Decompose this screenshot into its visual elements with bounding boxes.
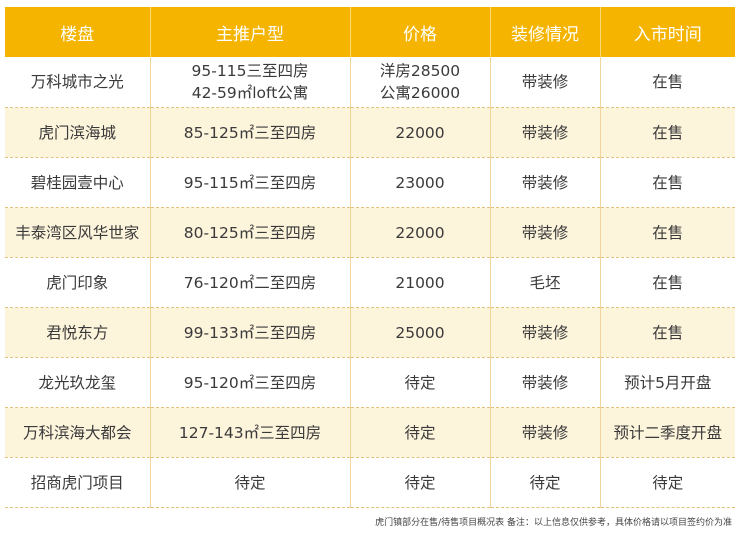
- header-project: 楼盘: [5, 7, 151, 57]
- cell-decoration: 带装修: [490, 57, 601, 108]
- header-layout: 主推户型: [150, 7, 351, 57]
- footnote: 虎门镇部分在售/待售项目概况表 备注：以上信息仅供参考，具体价格请以项目签约价为…: [375, 518, 732, 528]
- table-row: 碧桂园壹中心 95-115㎡三至四房 23000 带装修 在售: [5, 157, 735, 208]
- header-decoration: 装修情况: [490, 7, 601, 57]
- project-table: 楼盘 主推户型 价格 装修情况 入市时间 万科城市之光 95-115三至四房 42-…: [5, 7, 735, 508]
- table-row: 丰泰湾区风华世家 80-125㎡三至四房 22000 带装修 在售: [5, 207, 735, 258]
- cell-decoration: 带装修: [490, 407, 601, 458]
- cell-layout: 85-125㎡三至四房: [150, 107, 351, 158]
- cell-decoration: 带装修: [490, 157, 601, 208]
- cell-project-name: 万科滨海大都会: [5, 407, 151, 458]
- table-row: 万科城市之光 95-115三至四房 42-59㎡loft公寓 洋房28500 公寓260…: [5, 57, 735, 108]
- cell-project-name: 虎门印象: [5, 257, 151, 308]
- cell-project-name: 虎门滨海城: [5, 107, 151, 158]
- header-launch: 入市时间: [600, 7, 735, 57]
- table-body: 万科城市之光 95-115三至四房 42-59㎡loft公寓 洋房28500 公寓260…: [5, 57, 735, 508]
- cell-price-line: 洋房28500: [379, 62, 461, 80]
- cell-project-name: 丰泰湾区风华世家: [5, 207, 151, 258]
- table-header: 楼盘 主推户型 价格 装修情况 入市时间: [5, 7, 735, 57]
- cell-layout: 99-133㎡三至四房: [150, 307, 351, 358]
- table-row: 龙光玖龙玺 95-120㎡三至四房 待定 带装修 预计5月开盘: [5, 357, 735, 408]
- cell-layout-line: 85-125㎡三至四房: [183, 123, 317, 142]
- cell-project-name: 招商虎门项目: [5, 457, 151, 508]
- cell-layout-line: 80-125㎡三至四房: [183, 223, 317, 242]
- cell-decoration: 带装修: [490, 307, 601, 358]
- cell-layout: 95-115三至四房 42-59㎡loft公寓: [150, 57, 351, 108]
- cell-price: 21000: [350, 257, 491, 308]
- table-row: 虎门印象 76-120㎡二至四房 21000 毛坯 在售: [5, 257, 735, 308]
- cell-project-name: 万科城市之光: [5, 57, 151, 108]
- cell-price-line: 25000: [395, 323, 445, 342]
- cell-layout-line: 127-143㎡三至四房: [178, 423, 322, 442]
- cell-price: 待定: [350, 357, 491, 408]
- cell-decoration: 待定: [490, 457, 601, 508]
- cell-price-line: 23000: [395, 173, 445, 192]
- cell-layout-line: 95-115三至四房: [191, 62, 309, 80]
- cell-decoration: 带装修: [490, 207, 601, 258]
- cell-price: 待定: [350, 457, 491, 508]
- cell-price: 洋房28500 公寓26000: [350, 57, 491, 108]
- cell-price-line: 22000: [395, 123, 445, 142]
- cell-layout-line: 99-133㎡三至四房: [183, 323, 317, 342]
- cell-launch: 在售: [600, 157, 735, 208]
- cell-decoration: 毛坯: [490, 257, 601, 308]
- cell-layout-line: 42-59㎡loft公寓: [191, 84, 309, 102]
- cell-price: 25000: [350, 307, 491, 358]
- cell-launch: 预计5月开盘: [600, 357, 735, 408]
- cell-project-name: 碧桂园壹中心: [5, 157, 151, 208]
- cell-decoration: 带装修: [490, 107, 601, 158]
- cell-price-line: 22000: [395, 223, 445, 242]
- cell-layout-line: 95-115㎡三至四房: [183, 173, 317, 192]
- cell-layout-line: 95-120㎡三至四房: [183, 373, 317, 392]
- header-price: 价格: [350, 7, 491, 57]
- cell-layout: 95-120㎡三至四房: [150, 357, 351, 408]
- cell-layout: 95-115㎡三至四房: [150, 157, 351, 208]
- cell-price-line: 公寓26000: [379, 84, 461, 102]
- header-row: 楼盘 主推户型 价格 装修情况 入市时间: [5, 7, 735, 57]
- cell-price-line: 21000: [395, 273, 445, 292]
- cell-decoration: 带装修: [490, 357, 601, 408]
- cell-price: 23000: [350, 157, 491, 208]
- cell-launch: 在售: [600, 107, 735, 158]
- cell-layout-line: 76-120㎡二至四房: [183, 273, 317, 292]
- cell-price-line: 待定: [404, 423, 436, 442]
- table-row: 君悦东方 99-133㎡三至四房 25000 带装修 在售: [5, 307, 735, 358]
- cell-project-name: 龙光玖龙玺: [5, 357, 151, 408]
- cell-price-line: 待定: [404, 473, 436, 492]
- cell-launch: 在售: [600, 57, 735, 108]
- table-row: 虎门滨海城 85-125㎡三至四房 22000 带装修 在售: [5, 107, 735, 158]
- cell-launch: 预计二季度开盘: [600, 407, 735, 458]
- cell-price: 待定: [350, 407, 491, 458]
- cell-price: 22000: [350, 107, 491, 158]
- cell-price-line: 待定: [404, 373, 436, 392]
- cell-price: 22000: [350, 207, 491, 258]
- table-row: 招商虎门项目 待定 待定 待定 待定: [5, 457, 735, 508]
- cell-launch: 待定: [600, 457, 735, 508]
- cell-layout: 76-120㎡二至四房: [150, 257, 351, 308]
- table-row: 万科滨海大都会 127-143㎡三至四房 待定 带装修 预计二季度开盘: [5, 407, 735, 458]
- cell-launch: 在售: [600, 257, 735, 308]
- cell-launch: 在售: [600, 207, 735, 258]
- cell-layout: 127-143㎡三至四房: [150, 407, 351, 458]
- cell-layout-line: 待定: [234, 473, 266, 492]
- cell-project-name: 君悦东方: [5, 307, 151, 358]
- cell-launch: 在售: [600, 307, 735, 358]
- cell-layout: 待定: [150, 457, 351, 508]
- cell-layout: 80-125㎡三至四房: [150, 207, 351, 258]
